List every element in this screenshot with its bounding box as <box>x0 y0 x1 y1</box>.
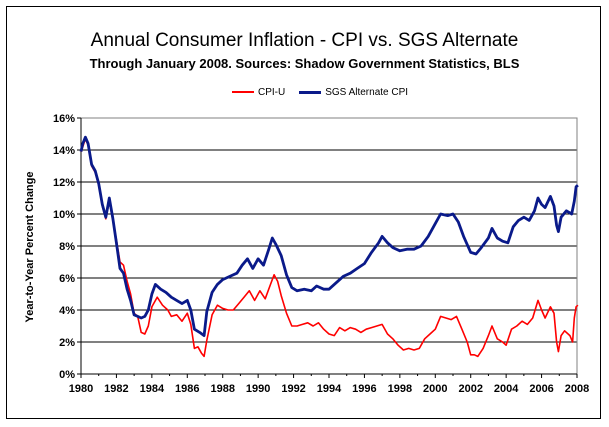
x-tick-label: 1988 <box>210 383 234 395</box>
series-line-cpi-u <box>80 138 579 358</box>
legend-label-cpi-u: CPI-U <box>258 86 286 98</box>
chart-subtitle: Through January 2008. Sources: Shadow Go… <box>89 56 520 71</box>
y-tick-label: 8% <box>59 241 75 253</box>
legend-swatch-cpi-u <box>232 91 254 93</box>
y-tick-label: 6% <box>59 273 75 285</box>
x-tick-label: 2004 <box>494 383 519 395</box>
y-tick-label: 14% <box>53 145 75 157</box>
x-tick-label: 1998 <box>388 383 412 395</box>
legend-swatch-sgs-alternate-cpi <box>299 90 322 94</box>
x-axis-ticks: 1980 1982 1984 1986 1988 1990 1992 1994 1996 1998… <box>69 118 589 395</box>
series-lines <box>79 135 579 358</box>
x-tick-label: 1990 <box>246 383 270 395</box>
x-tick-label: 2008 <box>565 383 589 395</box>
x-tick-label: 2006 <box>529 383 553 395</box>
legend-item-sgs-alternate-cpi: SGS Alternate CPI <box>299 87 408 98</box>
y-tick-label: 12% <box>53 177 75 189</box>
x-tick-label: 2000 <box>423 383 447 395</box>
grid-lines <box>81 149 577 343</box>
y-tick-label: 10% <box>53 209 75 221</box>
x-tick-label: 1980 <box>69 383 93 395</box>
legend-item-cpi-u: CPI-U <box>232 87 285 98</box>
x-tick-label: 1984 <box>140 383 165 395</box>
chart-title: Annual Consumer Inflation - CPI vs. SGS … <box>90 30 519 51</box>
legend-label-sgs-alternate-cpi: SGS Alternate CPI <box>325 86 409 98</box>
y-axis-ticks: 0% 2% 4% 6% 8% 10% 12% 14% 16% <box>53 113 81 381</box>
y-tick-label: 16% <box>53 113 75 125</box>
chart-legend: CPI-U SGS Alternate CPI <box>232 85 422 99</box>
y-tick-label: 0% <box>59 369 75 381</box>
series-line-sgs-alternate-cpi <box>79 135 579 337</box>
x-tick-label: 2002 <box>458 383 482 395</box>
y-tick-label: 4% <box>59 305 75 317</box>
x-tick-label: 1994 <box>317 383 342 395</box>
x-tick-label: 1982 <box>104 383 128 395</box>
x-tick-label: 1996 <box>352 383 376 395</box>
y-tick-label: 2% <box>59 337 75 349</box>
x-tick-label: 1992 <box>281 383 305 395</box>
x-tick-label: 1986 <box>175 383 199 395</box>
